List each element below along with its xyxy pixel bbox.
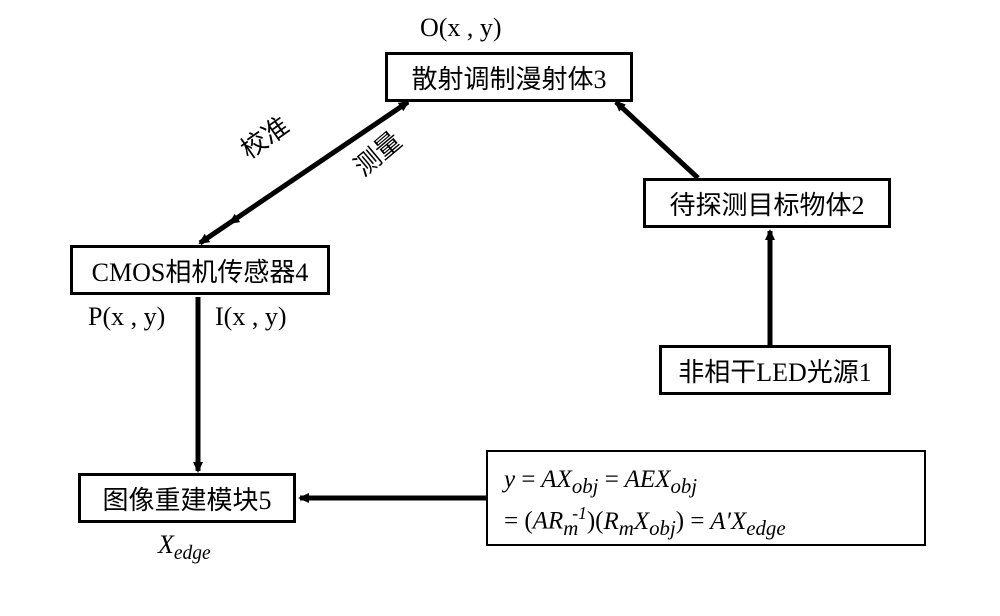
node-source: 非相干LED光源1 (659, 345, 891, 395)
label-i-xy: I(x , y) (215, 302, 286, 332)
formula-line2: = (ARm-1)(RmXobj) = A′Xedge (504, 501, 908, 543)
label-p-xy: P(x , y) (88, 302, 165, 332)
edge-target-diffuser (616, 102, 698, 178)
node-diffuser: 散射调制漫射体3 (385, 52, 633, 102)
node-formula: y = AXobj = AEXobj = (ARm-1)(RmXobj) = A… (486, 450, 926, 546)
label-x-edge: Xedge (158, 530, 211, 565)
node-target: 待探测目标物体2 (643, 178, 891, 228)
label-calibrate: 校准 (232, 106, 296, 166)
formula-line1: y = AXobj = AEXobj (504, 462, 908, 501)
label-o-xy: O(x , y) (420, 13, 502, 43)
node-sensor: CMOS相机传感器4 (70, 245, 330, 295)
node-reconstruct: 图像重建模块5 (78, 473, 296, 523)
diagram-canvas: O(x , y) 散射调制漫射体3 待探测目标物体2 CMOS相机传感器4 非相… (0, 0, 1000, 616)
label-measure: 测量 (345, 122, 409, 184)
